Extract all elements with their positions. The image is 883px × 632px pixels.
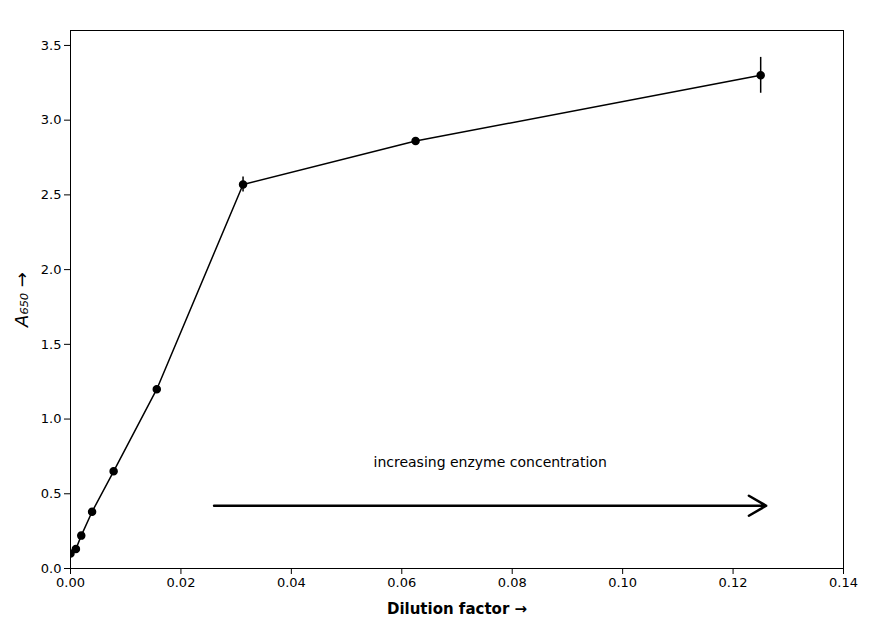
svg-text:0.04: 0.04 (277, 575, 306, 590)
svg-text:1.0: 1.0 (41, 411, 62, 426)
svg-text:2.5: 2.5 (41, 187, 62, 202)
svg-text:0.0: 0.0 (41, 561, 62, 576)
svg-text:0.02: 0.02 (166, 575, 195, 590)
svg-text:0.08: 0.08 (498, 575, 527, 590)
svg-text:increasing enzyme concentratio: increasing enzyme concentration (373, 454, 606, 470)
svg-text:A₆₅₀ →: A₆₅₀ → (11, 272, 32, 328)
svg-text:3.5: 3.5 (41, 38, 62, 53)
svg-text:0.06: 0.06 (387, 575, 416, 590)
svg-text:3.0: 3.0 (41, 112, 62, 127)
svg-text:1.5: 1.5 (41, 336, 62, 351)
svg-text:0.5: 0.5 (41, 486, 62, 501)
svg-text:2.0: 2.0 (41, 262, 62, 277)
svg-text:Dilution factor →: Dilution factor → (387, 600, 527, 618)
svg-text:0.14: 0.14 (829, 575, 858, 590)
svg-text:0.10: 0.10 (608, 575, 637, 590)
svg-text:0.12: 0.12 (719, 575, 748, 590)
svg-text:0.00: 0.00 (56, 575, 85, 590)
